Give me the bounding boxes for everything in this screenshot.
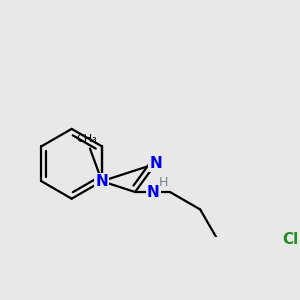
Text: N: N	[95, 174, 108, 189]
Text: CH₃: CH₃	[76, 134, 97, 144]
Text: N: N	[149, 156, 162, 171]
Text: H: H	[159, 176, 168, 189]
Text: N: N	[147, 184, 160, 200]
Text: Cl: Cl	[283, 232, 299, 247]
